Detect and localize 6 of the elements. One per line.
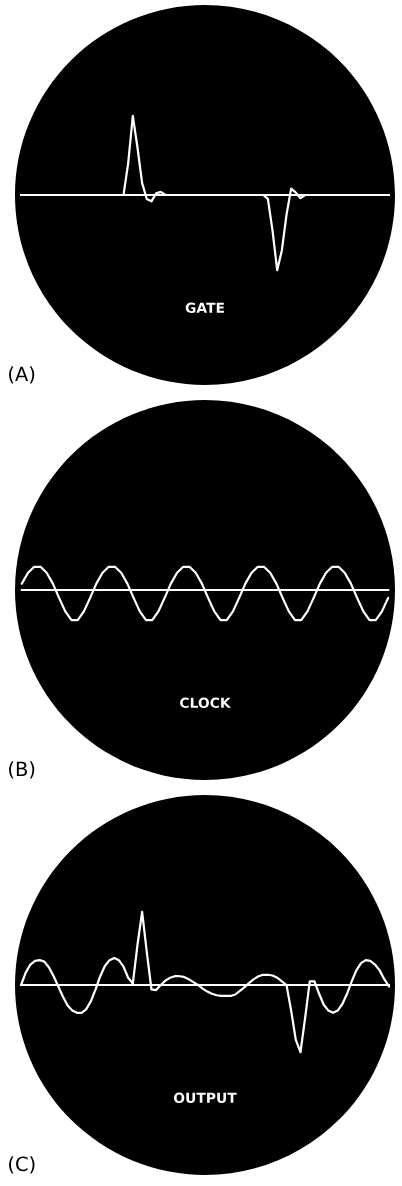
text: (B)	[9, 761, 35, 779]
text: (C)	[9, 1156, 35, 1174]
text: (A)	[9, 366, 35, 384]
text: GATE	[185, 302, 224, 314]
text: OUTPUT	[173, 1092, 237, 1104]
text: CLOCK	[180, 697, 232, 709]
